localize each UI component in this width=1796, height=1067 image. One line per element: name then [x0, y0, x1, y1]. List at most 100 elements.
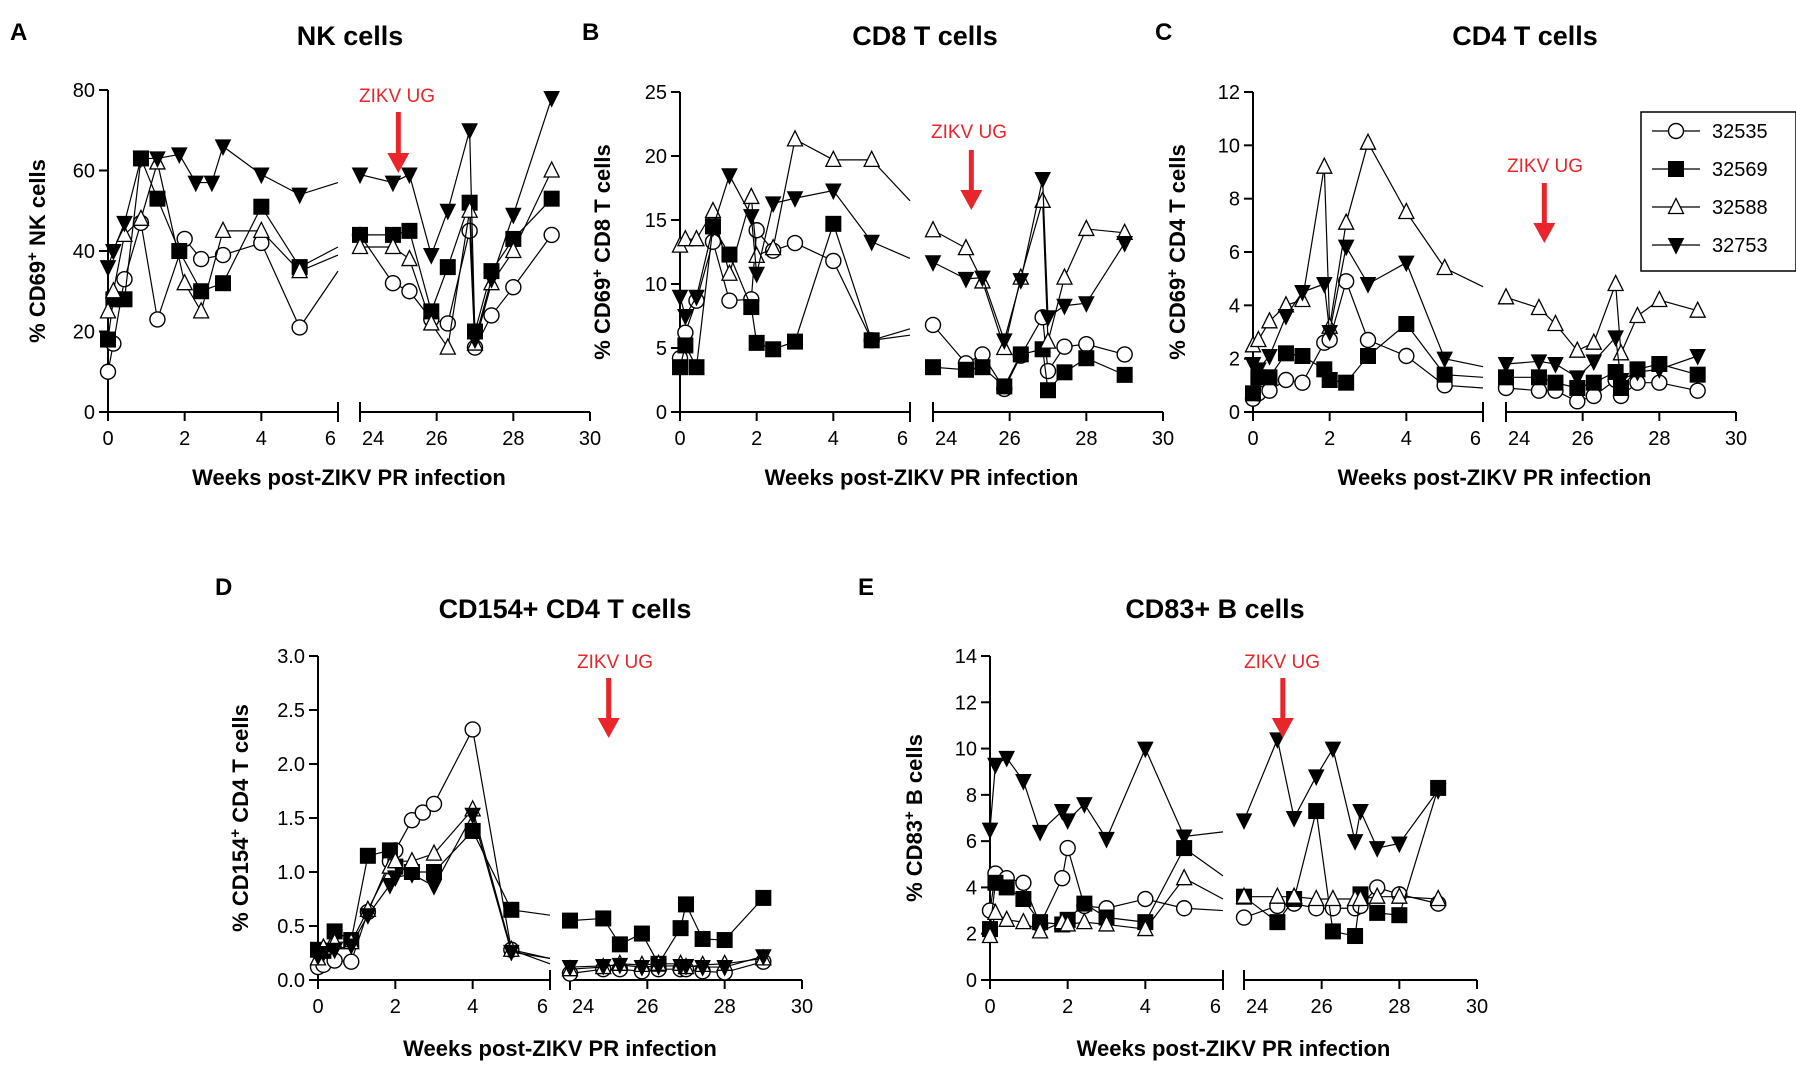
- data-point: [1436, 258, 1454, 276]
- data-point: [677, 337, 694, 354]
- data-point: [1285, 811, 1303, 828]
- data-point: [1260, 311, 1279, 329]
- data-point: [1078, 296, 1095, 313]
- data-point: [1097, 914, 1116, 932]
- data-point: [1368, 841, 1386, 858]
- data-point: [786, 129, 804, 147]
- data-point: [1530, 354, 1548, 371]
- annotation-label: ZIKV UG: [577, 652, 653, 673]
- data-point: [132, 208, 150, 226]
- series-32569: [672, 215, 1133, 399]
- chart-title: CD4 T cells: [1452, 21, 1598, 51]
- data-point: [149, 151, 166, 169]
- data-point: [503, 901, 520, 918]
- data-point: [687, 229, 706, 247]
- data-point: [351, 237, 369, 255]
- data-point: [1585, 354, 1603, 371]
- data-point: [439, 203, 457, 221]
- data-point: [1397, 202, 1415, 220]
- data-point: [1368, 886, 1386, 904]
- data-point: [384, 237, 402, 255]
- data-point: [1359, 331, 1377, 349]
- data-point: [1249, 330, 1267, 348]
- data-point: [214, 246, 232, 264]
- data-point: [594, 958, 612, 976]
- series-line: [1243, 737, 1439, 849]
- data-point: [1360, 348, 1376, 364]
- data-point: [677, 958, 695, 976]
- data-point: [1436, 351, 1453, 369]
- data-point: [1261, 369, 1278, 386]
- data-point: [1651, 362, 1668, 379]
- y-axis-title: % CD83+ B cells: [901, 734, 927, 902]
- data-point: [170, 147, 188, 165]
- data-point: [1629, 365, 1646, 382]
- y-tick-label: 8: [1229, 189, 1240, 211]
- data-point: [1369, 904, 1386, 921]
- data-point: [149, 190, 166, 207]
- data-point: [1689, 300, 1707, 318]
- data-point: [650, 958, 667, 976]
- x-tick-label: 26: [636, 996, 658, 1018]
- y-axis-title: % CD69+ NK cells: [24, 159, 50, 343]
- x-axis-title: Weeks post-ZIKV PR infection: [1338, 465, 1652, 490]
- data-point: [1321, 325, 1338, 342]
- data-point: [464, 721, 481, 738]
- data-point: [1546, 314, 1565, 332]
- data-point: [974, 270, 991, 288]
- data-point: [694, 930, 711, 947]
- data-point: [986, 902, 1004, 921]
- data-point: [1308, 803, 1325, 820]
- x-tick-label: 6: [1210, 996, 1221, 1018]
- data-point: [1175, 868, 1193, 886]
- data-point: [742, 187, 760, 205]
- data-point: [1429, 889, 1447, 907]
- series-line: [359, 97, 553, 340]
- y-tick-label: 12: [955, 692, 977, 714]
- data-point: [1175, 900, 1193, 917]
- series-line: [360, 198, 553, 332]
- data-point: [1689, 349, 1706, 366]
- annotation-arrow-head: [1533, 223, 1556, 243]
- data-point: [187, 175, 205, 193]
- data-point: [1235, 886, 1253, 904]
- data-point: [503, 944, 520, 962]
- data-point: [291, 261, 309, 279]
- series-32753: [671, 168, 1133, 350]
- data-point: [824, 149, 842, 167]
- data-point: [825, 215, 842, 232]
- data-point: [1390, 886, 1408, 904]
- data-point: [1359, 277, 1377, 294]
- x-tick-label: 24: [362, 428, 384, 450]
- data-point: [716, 932, 733, 949]
- x-tick-label: 0: [102, 428, 113, 450]
- annotation-arrow-head: [1271, 718, 1294, 738]
- data-point: [1015, 874, 1032, 891]
- y-tick-label: 1.0: [277, 862, 305, 884]
- data-point: [611, 936, 628, 953]
- data-point: [1039, 362, 1057, 380]
- data-point: [1116, 346, 1133, 363]
- series-line: [107, 222, 339, 372]
- data-point: [957, 361, 974, 378]
- data-point: [543, 190, 560, 207]
- data-point: [1269, 732, 1286, 749]
- data-point: [1078, 350, 1095, 367]
- data-point: [957, 238, 975, 256]
- legend-entry-32569: 32569: [1652, 159, 1768, 181]
- data-point: [1315, 277, 1333, 294]
- data-point: [1116, 236, 1133, 253]
- data-point: [561, 960, 579, 977]
- chart-title: CD83+ B cells: [1125, 594, 1304, 624]
- x-tick-label: 0: [674, 428, 685, 450]
- data-point: [1098, 831, 1115, 849]
- data-point: [1055, 267, 1074, 285]
- y-tick-label: 2.0: [277, 754, 305, 776]
- x-tick-label: 24: [1246, 996, 1268, 1018]
- data-point: [214, 139, 232, 156]
- series-line: [1506, 363, 1698, 390]
- x-tick-label: 30: [1466, 996, 1488, 1018]
- data-point: [1056, 298, 1073, 316]
- x-tick-label: 30: [1152, 428, 1174, 450]
- data-point: [171, 243, 188, 259]
